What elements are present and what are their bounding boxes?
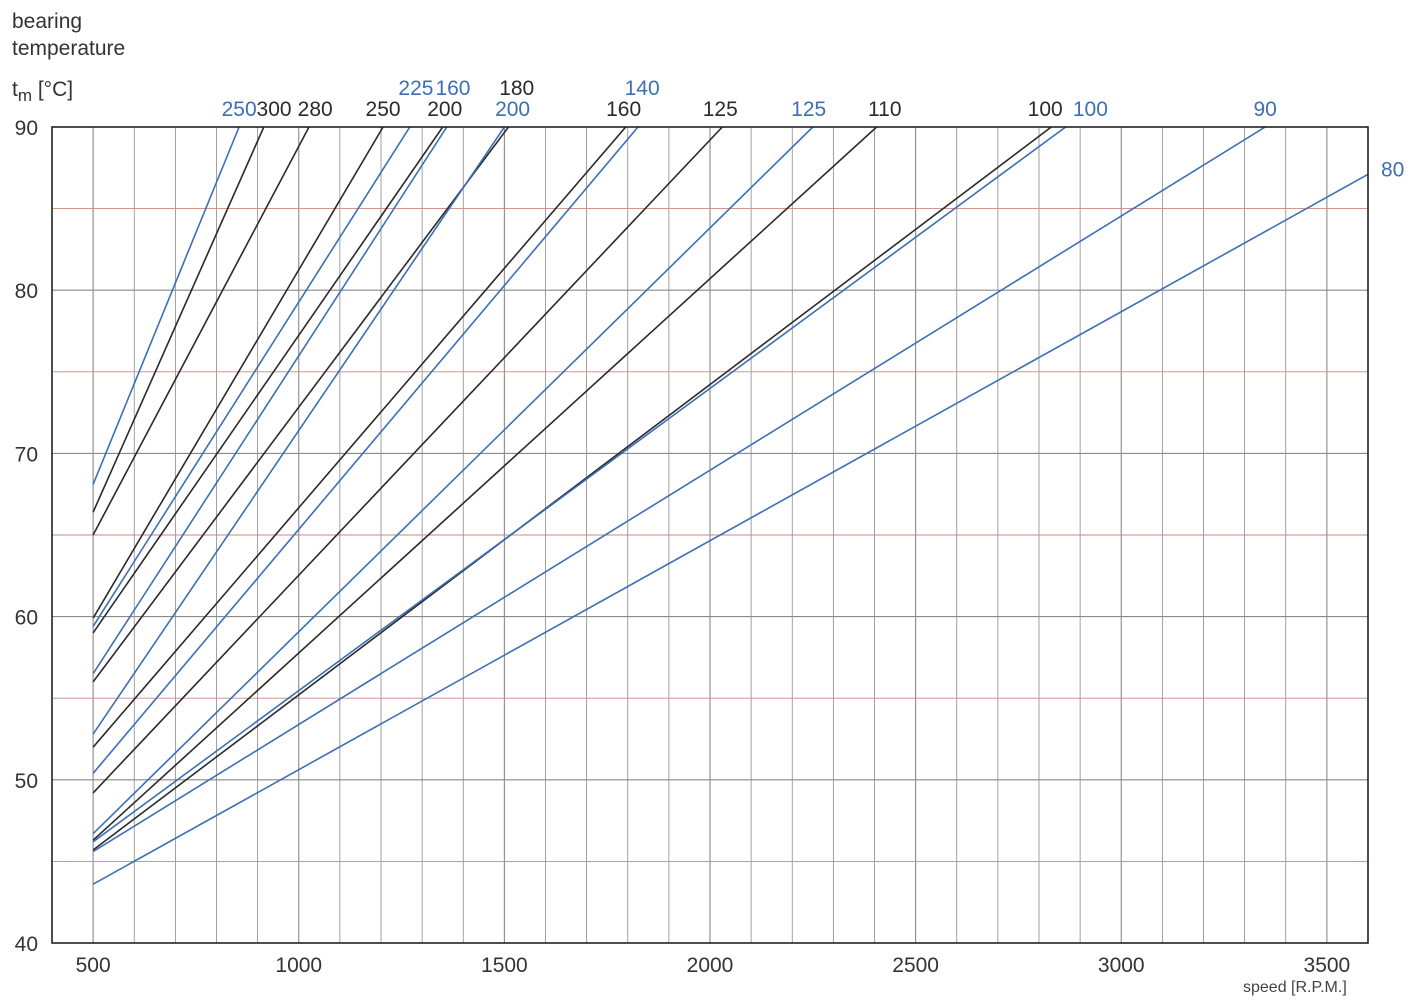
x-tick-label: 500 bbox=[76, 954, 111, 977]
plot-frame bbox=[51, 126, 1369, 944]
line-label-125: 125 bbox=[703, 98, 738, 121]
line-label-280: 280 bbox=[298, 98, 333, 121]
y-tick-label: 40 bbox=[15, 933, 38, 956]
line-label-250: 250 bbox=[366, 98, 401, 121]
y-axis-unit-text: [°C] bbox=[32, 78, 74, 101]
series-line-80-blue bbox=[92, 173, 1369, 885]
x-tick-label: 3500 bbox=[1304, 954, 1351, 977]
series-line-110-black bbox=[92, 126, 878, 841]
x-tick-label: 2000 bbox=[687, 954, 734, 977]
line-label-250: 250 bbox=[222, 98, 257, 121]
series-line-300-black bbox=[92, 126, 265, 513]
series-line-250-blue bbox=[92, 126, 240, 485]
series-line-200-blue bbox=[92, 126, 506, 735]
y-axis-title: bearing temperature bbox=[12, 8, 125, 62]
y-axis-title-line-2: temperature bbox=[12, 37, 126, 60]
series-line-180-black bbox=[92, 126, 510, 683]
line-label-200: 200 bbox=[495, 98, 530, 121]
x-tick-label: 1000 bbox=[275, 954, 322, 977]
y-tick-label: 50 bbox=[15, 770, 38, 793]
y-tick-label: 80 bbox=[15, 280, 38, 303]
y-axis-title-line-1: bearing bbox=[12, 10, 83, 33]
series-line-100-blue bbox=[92, 126, 1067, 843]
y-tick-label: 90 bbox=[15, 117, 38, 140]
series-line-100-black bbox=[92, 126, 1052, 851]
line-label-200: 200 bbox=[427, 98, 462, 121]
line-label-300: 300 bbox=[257, 98, 292, 121]
series-line-160-black bbox=[92, 126, 627, 748]
x-tick-label: 1500 bbox=[481, 954, 528, 977]
series-line-160-blue bbox=[92, 126, 448, 675]
y-tick-label: 60 bbox=[15, 607, 38, 630]
series-line-140-blue bbox=[92, 126, 639, 774]
series-line-225-blue bbox=[92, 126, 411, 627]
line-label-90: 90 bbox=[1254, 98, 1277, 121]
y-axis-subscript: m bbox=[17, 86, 33, 106]
series-line-125-blue bbox=[92, 126, 814, 835]
line-label-160: 160 bbox=[606, 98, 641, 121]
series-line-280-black bbox=[92, 126, 310, 536]
y-tick-label: 70 bbox=[15, 443, 38, 466]
y-axis-symbol: t bbox=[12, 78, 18, 101]
y-axis-unit: tm [°C] bbox=[12, 78, 73, 106]
x-tick-label: 3000 bbox=[1098, 954, 1145, 977]
series-line-250-black bbox=[92, 126, 384, 619]
x-tick-label: 2500 bbox=[892, 954, 939, 977]
line-label-80: 80 bbox=[1381, 158, 1404, 181]
line-label-110: 110 bbox=[868, 98, 901, 121]
line-label-160: 160 bbox=[435, 77, 470, 100]
x-axis-title: speed [R.P.M.] bbox=[1243, 979, 1347, 996]
line-label-125: 125 bbox=[791, 98, 826, 121]
series-line-200-black bbox=[92, 126, 444, 634]
series-line-90-blue bbox=[92, 126, 1266, 853]
line-label-140: 140 bbox=[625, 77, 660, 100]
line-label-100: 100 bbox=[1073, 98, 1108, 121]
series-line-125-black bbox=[92, 126, 723, 794]
line-label-225: 225 bbox=[398, 77, 433, 100]
line-label-100: 100 bbox=[1028, 98, 1063, 121]
line-label-180: 180 bbox=[499, 77, 534, 100]
